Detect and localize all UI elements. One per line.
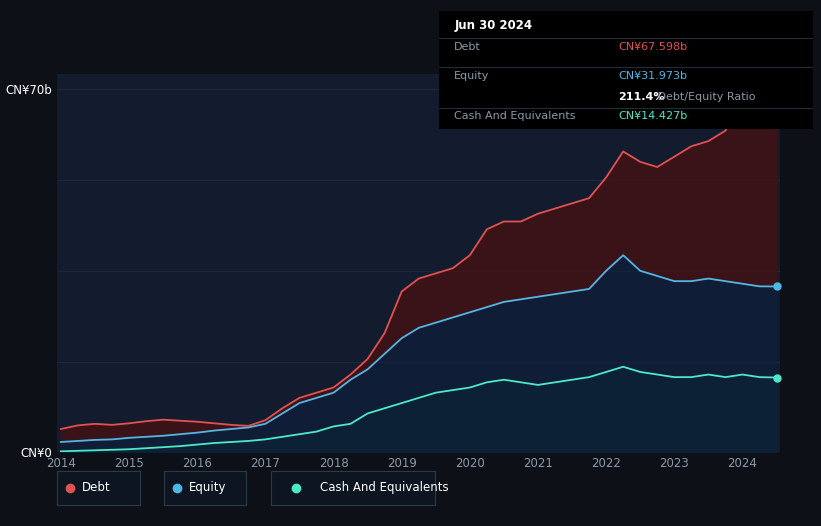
Point [770, 97, 783, 106]
Text: 211.4%: 211.4% [618, 92, 665, 102]
Text: Cash And Equivalents: Cash And Equivalents [320, 481, 449, 494]
Text: Debt: Debt [454, 43, 481, 53]
Text: CN¥14.427b: CN¥14.427b [618, 111, 688, 121]
Text: Debt: Debt [82, 481, 111, 494]
Point [770, 282, 783, 291]
Text: Cash And Equivalents: Cash And Equivalents [454, 111, 576, 121]
Text: Debt/Equity Ratio: Debt/Equity Ratio [654, 92, 755, 102]
Text: Jun 30 2024: Jun 30 2024 [454, 19, 532, 32]
Text: CN¥31.973b: CN¥31.973b [618, 71, 687, 81]
Text: Equity: Equity [454, 71, 489, 81]
Text: CN¥67.598b: CN¥67.598b [618, 43, 688, 53]
Text: Equity: Equity [189, 481, 227, 494]
Point [770, 373, 783, 382]
